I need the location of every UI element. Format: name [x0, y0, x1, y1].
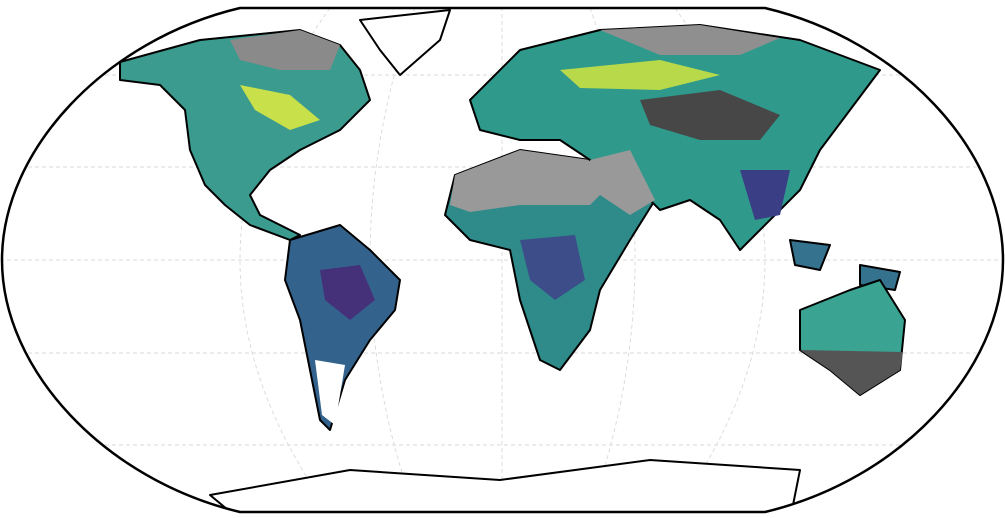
boreal-belt — [560, 60, 720, 90]
congo-basin — [520, 235, 585, 300]
patagonia — [315, 360, 345, 425]
meridian — [369, 8, 416, 512]
central-asia — [640, 90, 780, 140]
sahara — [450, 150, 605, 212]
greenland — [359, 9, 451, 76]
continents — [119, 9, 906, 512]
borneo — [789, 239, 831, 271]
north-america-high — [240, 85, 320, 130]
arabia — [590, 150, 655, 215]
southeast-asia — [740, 170, 790, 220]
north-america — [119, 29, 371, 241]
map-outline — [0, 6, 1005, 514]
south-america — [284, 224, 401, 431]
south-australia — [800, 350, 903, 395]
antarctica — [209, 459, 801, 512]
arctic-canada — [230, 30, 340, 70]
amazon-core — [320, 265, 375, 320]
siberia-north — [600, 25, 780, 55]
